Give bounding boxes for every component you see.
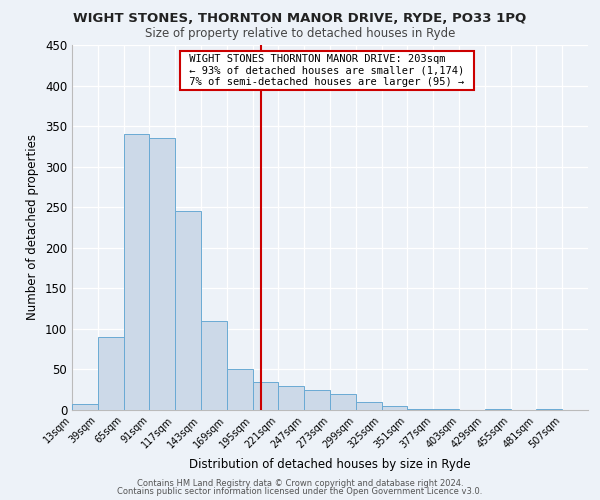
- Bar: [382, 406, 407, 410]
- Bar: [175, 212, 201, 410]
- Bar: [536, 409, 562, 410]
- Bar: [485, 409, 511, 410]
- Bar: [124, 134, 149, 410]
- X-axis label: Distribution of detached houses by size in Ryde: Distribution of detached houses by size …: [189, 458, 471, 471]
- Bar: [253, 382, 278, 410]
- Bar: [98, 337, 124, 410]
- Text: WIGHT STONES THORNTON MANOR DRIVE: 203sqm
 ← 93% of detached houses are smaller : WIGHT STONES THORNTON MANOR DRIVE: 203sq…: [183, 54, 470, 88]
- Bar: [407, 409, 433, 410]
- Bar: [278, 386, 304, 410]
- Bar: [149, 138, 175, 410]
- Bar: [304, 390, 330, 410]
- Bar: [227, 370, 253, 410]
- Bar: [330, 394, 356, 410]
- Bar: [72, 404, 98, 410]
- Text: Size of property relative to detached houses in Ryde: Size of property relative to detached ho…: [145, 28, 455, 40]
- Bar: [433, 409, 459, 410]
- Text: Contains public sector information licensed under the Open Government Licence v3: Contains public sector information licen…: [118, 487, 482, 496]
- Text: Contains HM Land Registry data © Crown copyright and database right 2024.: Contains HM Land Registry data © Crown c…: [137, 478, 463, 488]
- Bar: [201, 321, 227, 410]
- Bar: [356, 402, 382, 410]
- Text: WIGHT STONES, THORNTON MANOR DRIVE, RYDE, PO33 1PQ: WIGHT STONES, THORNTON MANOR DRIVE, RYDE…: [73, 12, 527, 26]
- Y-axis label: Number of detached properties: Number of detached properties: [26, 134, 40, 320]
